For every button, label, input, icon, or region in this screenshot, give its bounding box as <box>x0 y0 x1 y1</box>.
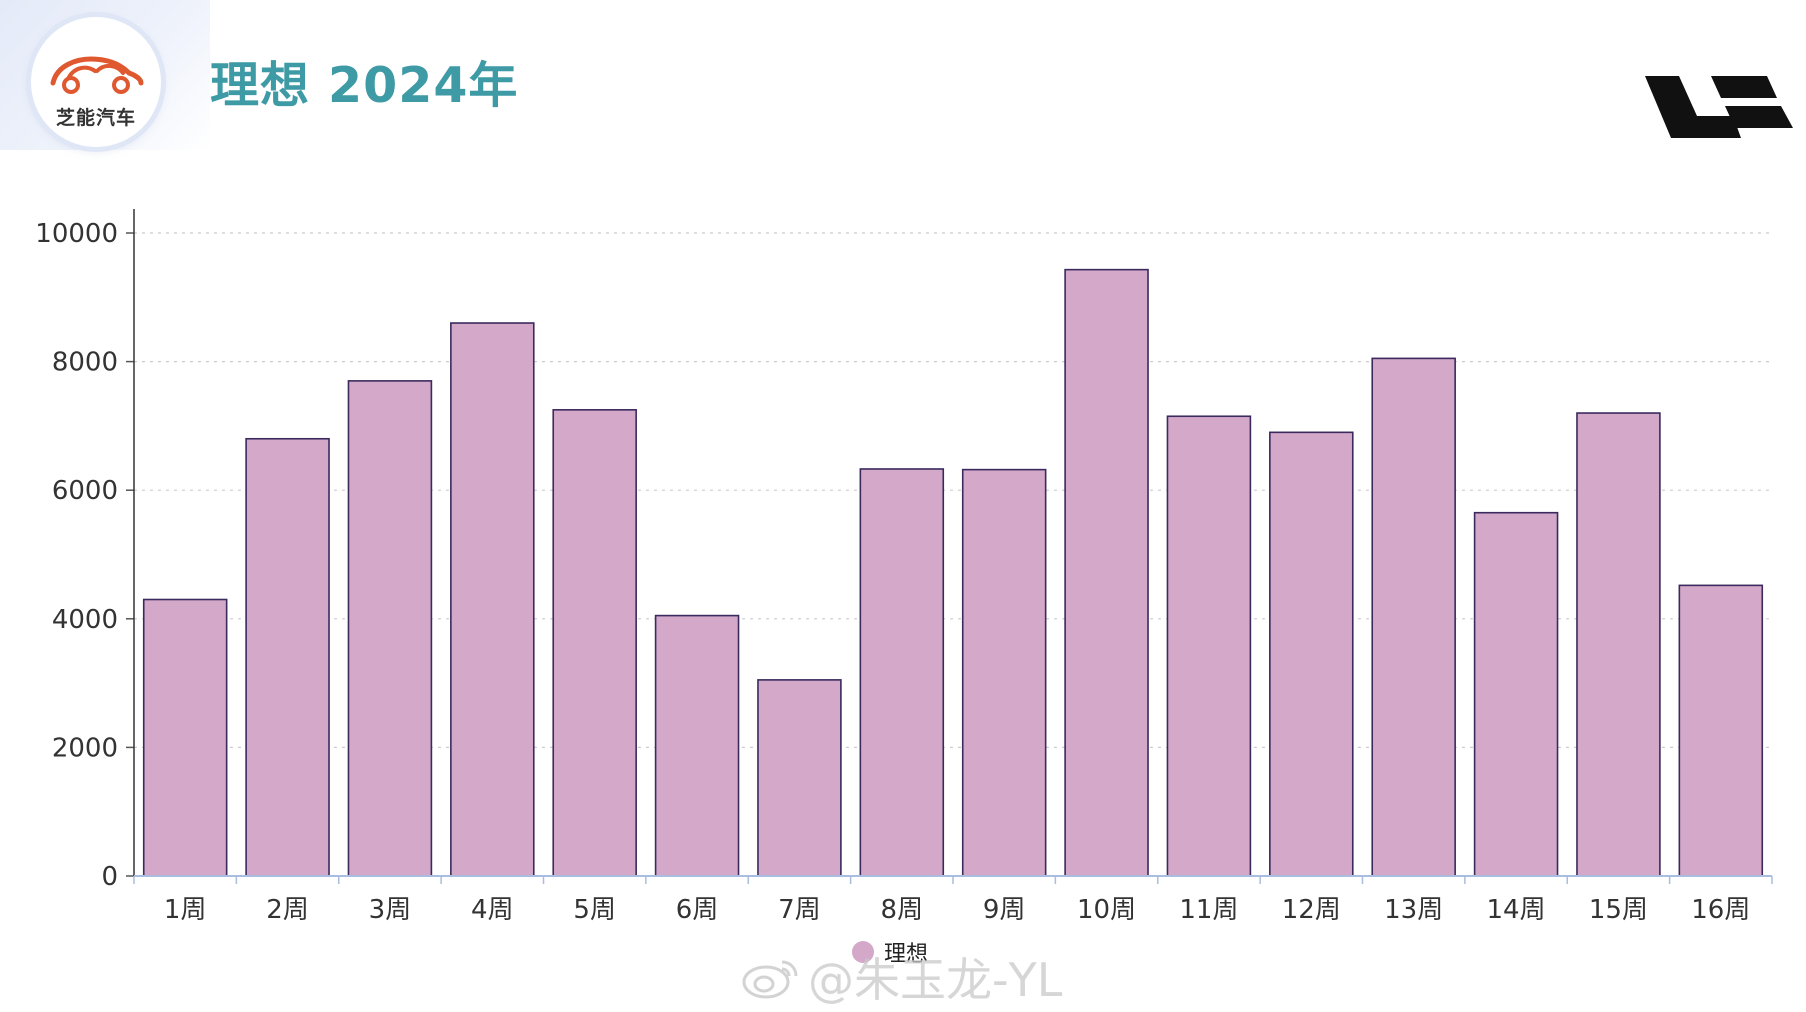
brand-name: 芝能汽车 <box>55 107 136 129</box>
bar <box>1166 415 1252 877</box>
bar <box>757 679 842 877</box>
x-tick-label: 3周 <box>369 895 412 925</box>
chart-legend[interactable]: 理想 <box>852 936 928 968</box>
y-tick-label: 10000 <box>35 219 118 249</box>
x-tick-label: 1周 <box>164 895 207 925</box>
bar <box>1064 268 1149 877</box>
bar <box>1678 584 1764 877</box>
bar <box>450 322 535 877</box>
watermark-text: @朱玉龙-YL <box>808 953 1063 1007</box>
x-tick-label: 13周 <box>1384 895 1443 925</box>
bar <box>654 614 740 877</box>
bar <box>1269 431 1354 877</box>
legend-swatch <box>852 941 874 963</box>
x-tick-label: 11周 <box>1179 895 1238 925</box>
bar <box>142 598 228 877</box>
x-tick-label: 9周 <box>983 895 1026 925</box>
x-tick-label: 15周 <box>1589 895 1648 925</box>
y-tick-label: 2000 <box>52 733 118 763</box>
x-tick-label: 6周 <box>676 895 719 925</box>
y-tick-label: 0 <box>101 862 118 892</box>
bar <box>1473 511 1559 877</box>
watermark: @朱玉龙-YL <box>742 944 1062 1010</box>
x-tick-label: 4周 <box>471 895 514 925</box>
li-auto-logo-icon <box>1645 76 1793 138</box>
y-tick-label: 4000 <box>52 605 118 635</box>
weibo-icon <box>742 960 798 999</box>
bar-chart: 0 2000 4000 6000 8000 10000 1周 2周 3周 4周 5周 6周 7周 8周 9周… <box>35 209 1773 925</box>
y-tick-label: 8000 <box>52 348 118 378</box>
car-logo-icon <box>50 56 144 94</box>
x-tick-label: 2周 <box>266 895 309 925</box>
x-tick-label: 7周 <box>778 895 821 925</box>
bar <box>245 437 330 877</box>
x-tick-label: 10周 <box>1077 895 1136 925</box>
x-tick-label: 16周 <box>1691 895 1750 925</box>
x-tick-label: 12周 <box>1282 895 1341 925</box>
legend-label: 理想 <box>884 942 929 967</box>
x-tick-label: 14周 <box>1487 895 1546 925</box>
bar <box>1371 357 1456 877</box>
y-tick-label: 6000 <box>52 476 118 506</box>
bar <box>552 409 637 877</box>
x-tick-label: 8周 <box>881 895 924 925</box>
x-tick-label: 5周 <box>573 895 616 925</box>
brand-logo: 芝能汽车 <box>31 17 161 147</box>
bar <box>859 468 945 877</box>
bar <box>347 380 433 877</box>
bar <box>961 468 1047 877</box>
bar <box>1576 412 1661 877</box>
page-title: 理想 2024年 <box>210 57 519 114</box>
